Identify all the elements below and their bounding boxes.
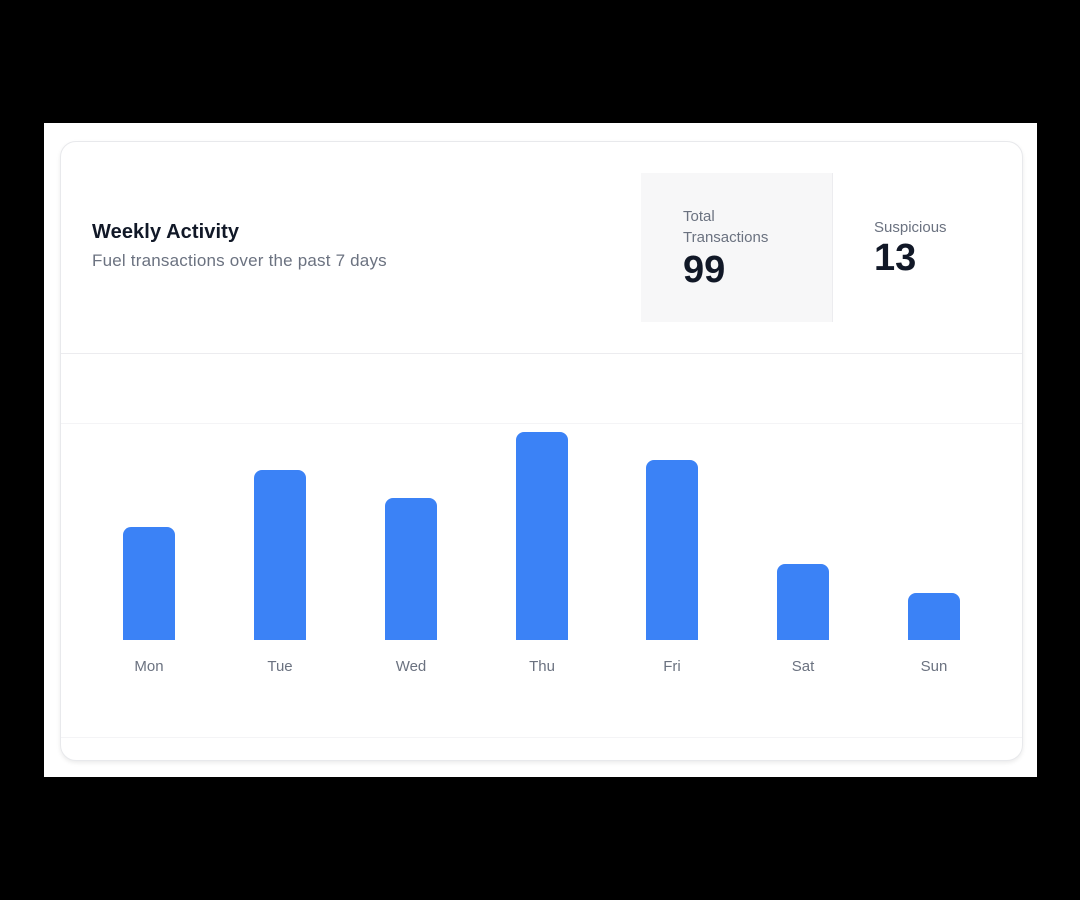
bar-slot-sun [908, 424, 960, 640]
bar-slot-sat [777, 424, 829, 640]
bar-thu[interactable] [516, 432, 568, 640]
x-axis-label-mon: Mon [134, 658, 164, 675]
bar-slot-fri [646, 424, 698, 640]
page-background: Weekly Activity Fuel transactions over t… [44, 123, 1037, 777]
bar-tue[interactable] [254, 469, 306, 640]
x-axis-label-sat: Sat [791, 658, 815, 675]
card-title: Weekly Activity [92, 221, 240, 243]
bar-slot-mon [123, 424, 175, 640]
suspicious-value: 13 [874, 237, 917, 279]
chart-top-divider [61, 423, 1022, 424]
bar-sun[interactable] [908, 592, 960, 640]
bar-fri[interactable] [646, 460, 698, 640]
suspicious-label: Suspicious [874, 219, 947, 236]
x-axis-label-sun: Sun [920, 658, 948, 675]
total-transactions-value: 99 [683, 249, 726, 291]
weekly-activity-card: Weekly Activity Fuel transactions over t… [60, 141, 1023, 761]
bar-sat[interactable] [777, 564, 829, 640]
bar-chart-plot [61, 424, 1022, 640]
x-axis-label-wed: Wed [395, 658, 427, 675]
x-axis-label-tue: Tue [267, 658, 293, 675]
card-header: Weekly Activity Fuel transactions over t… [61, 142, 1022, 354]
bar-mon[interactable] [123, 526, 175, 640]
total-transactions-stat: Total Transactions 99 [641, 173, 833, 322]
bar-slot-tue [254, 424, 306, 640]
chart-bottom-divider [61, 737, 1022, 738]
suspicious-stat: Suspicious 13 [833, 173, 1022, 322]
bar-slot-wed [385, 424, 437, 640]
x-axis-label-fri: Fri [663, 658, 681, 675]
card-subtitle: Fuel transactions over the past 7 days [92, 251, 387, 270]
bar-wed[interactable] [385, 498, 437, 640]
total-transactions-label: Total Transactions [683, 208, 769, 246]
x-axis-label-thu: Thu [529, 658, 555, 675]
bar-slot-thu [516, 424, 568, 640]
